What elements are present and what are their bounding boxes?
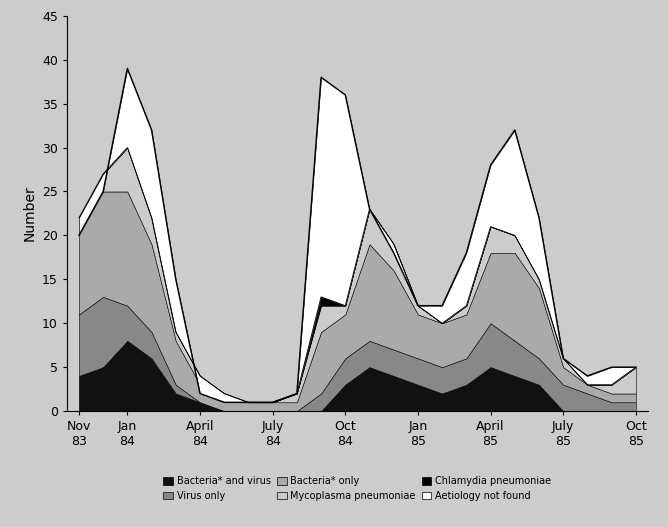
Legend: Bacteria* and virus, Virus only, Bacteria* only, Mycoplasma pneumoniae, Chlamydi: Bacteria* and virus, Virus only, Bacteri… — [160, 472, 555, 505]
Y-axis label: Number: Number — [22, 186, 36, 241]
